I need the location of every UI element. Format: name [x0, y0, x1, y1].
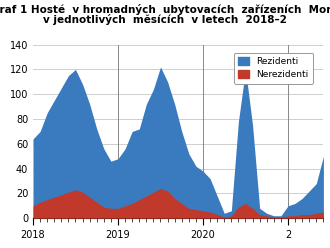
Legend: Rezidenti, Nerezidenti: Rezidenti, Nerezidenti — [234, 53, 313, 84]
Text: Graf 1 Hosté  v hromadných  ubytovacích  zařízeních  Mora: Graf 1 Hosté v hromadných ubytovacích za… — [0, 4, 330, 15]
Text: v jednotlivých  měsících  v letech  2018–2: v jednotlivých měsících v letech 2018–2 — [43, 14, 287, 25]
